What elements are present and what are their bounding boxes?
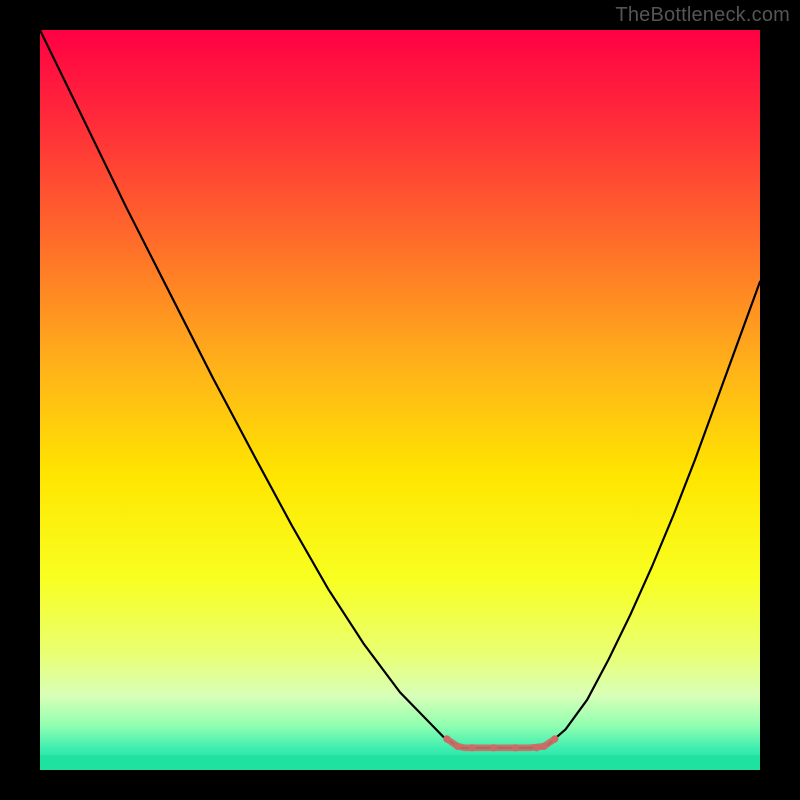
floor-overlay-dot — [490, 744, 497, 751]
floor-overlay-dot — [512, 744, 519, 751]
watermark-text: TheBottleneck.com — [615, 4, 790, 27]
floor-overlay-dot — [533, 744, 540, 751]
chart-frame: TheBottleneck.com — [0, 0, 800, 800]
bottom-green-band — [40, 755, 760, 770]
gradient-background — [40, 30, 760, 770]
floor-overlay-dot — [443, 735, 450, 742]
bottleneck-curve-chart — [40, 30, 760, 770]
plot-area — [40, 30, 760, 770]
floor-overlay-dot — [468, 744, 475, 751]
floor-overlay-dot — [540, 743, 547, 750]
floor-overlay-dot — [551, 735, 558, 742]
floor-overlay-dot — [454, 743, 461, 750]
